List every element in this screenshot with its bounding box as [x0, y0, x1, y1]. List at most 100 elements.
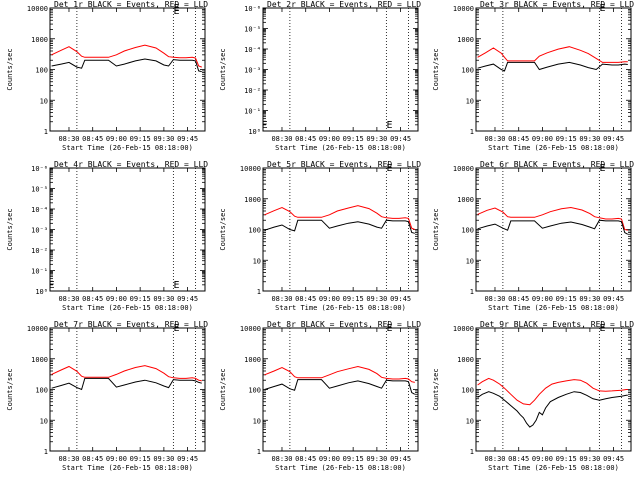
series-line-events — [264, 219, 415, 234]
x-tick-label: 08:30 — [484, 455, 505, 463]
x-tick-label: 08:30 — [58, 455, 79, 463]
y-axis-label: Counts/sec — [219, 48, 227, 90]
plot-frame — [262, 7, 419, 132]
e-marker-label: E — [262, 120, 268, 131]
y-axis-label: Counts/sec — [219, 208, 227, 250]
chart-title: Det 4r BLACK = Events, RED = LLD — [54, 160, 208, 169]
x-tick-label: 09:30 — [153, 455, 174, 463]
y-tick-label: 10000 — [27, 325, 48, 333]
y-tick-label: 10000 — [240, 325, 261, 333]
x-tick-label: 09:00 — [106, 135, 127, 143]
x-tick-label: 09:15 — [343, 455, 364, 463]
x-axis-label: Start Time (26-Feb-15 08:18:00) — [62, 464, 193, 472]
y-tick-label: 1 — [470, 128, 474, 136]
chart-panel-7: Det 7r BLACK = Events, RED = LLD 1 10 100 10… — [6, 320, 208, 472]
e-marker-label: E — [387, 163, 393, 174]
series-line-events — [477, 219, 629, 235]
y-tick-label: 10⁻¹ — [244, 108, 261, 116]
x-axis-label: Start Time (26-Feb-15 08:18:00) — [62, 304, 193, 312]
y-tick-label: 1 — [257, 448, 261, 456]
y-axis-label: Counts/sec — [6, 368, 14, 410]
x-axis-label: Start Time (26-Feb-15 08:18:00) — [488, 464, 619, 472]
chart-panel-3: Det 3r BLACK = Events, RED = LLD 1 10 100 10… — [432, 0, 634, 152]
x-tick-label: 08:45 — [295, 295, 316, 303]
x-tick-label: 09:45 — [390, 455, 411, 463]
chart-title: Det 7r BLACK = Events, RED = LLD — [54, 320, 208, 329]
x-tick-label: 08:45 — [508, 455, 529, 463]
x-tick-label: 09:00 — [106, 295, 127, 303]
y-tick-label: 10 — [466, 97, 474, 105]
plot-frame — [475, 167, 632, 292]
x-tick-label: 09:30 — [579, 295, 600, 303]
x-tick-label: 09:30 — [366, 455, 387, 463]
x-tick-label: 08:45 — [82, 295, 103, 303]
plot-frame — [49, 7, 206, 132]
series-line-lld — [51, 44, 202, 68]
x-tick-label: 09:30 — [153, 135, 174, 143]
y-tick-label: 1 — [257, 288, 261, 296]
chart-panel-5: Det 5r BLACK = Events, RED = LLD 1 10 100 10… — [219, 160, 421, 312]
x-tick-label: 08:30 — [484, 295, 505, 303]
x-tick-label: 09:15 — [343, 295, 364, 303]
y-tick-label: 1 — [470, 448, 474, 456]
x-tick-label: 08:30 — [58, 295, 79, 303]
x-tick-label: 09:00 — [532, 135, 553, 143]
x-tick-label: 09:30 — [366, 295, 387, 303]
y-tick-label: 10⁻⁵ — [244, 26, 261, 34]
plot-frame — [262, 327, 419, 452]
x-tick-label: 09:45 — [177, 455, 198, 463]
chart-title: Det 9r BLACK = Events, RED = LLD — [480, 320, 634, 329]
y-axis-label: Counts/sec — [432, 208, 440, 250]
e-marker-label: E — [174, 3, 180, 14]
x-tick-label: 09:30 — [153, 295, 174, 303]
series-line-lld — [264, 365, 415, 383]
chart-panel-8: Det 8r BLACK = Events, RED = LLD 1 10 100 10… — [219, 320, 421, 472]
x-tick-label: 09:00 — [532, 295, 553, 303]
chart-title: Det 6r BLACK = Events, RED = LLD — [480, 160, 634, 169]
x-tick-label: 09:15 — [130, 135, 151, 143]
y-tick-label: 10⁻² — [31, 247, 48, 255]
y-tick-label: 10⁻⁵ — [31, 186, 48, 194]
y-axis-label: Counts/sec — [219, 368, 227, 410]
chart-panel-2: Det 2r BLACK = Events, RED = LLD 10⁰ 10⁻¹ 1… — [219, 0, 421, 152]
x-axis-label: Start Time (26-Feb-15 08:18:00) — [488, 144, 619, 152]
y-tick-label: 100 — [35, 387, 48, 395]
y-tick-label: 10 — [466, 257, 474, 265]
x-tick-label: 09:45 — [603, 135, 624, 143]
x-tick-label: 08:30 — [271, 295, 292, 303]
chart-panel-1: Det 1r BLACK = Events, RED = LLD 1 10 100 10… — [6, 0, 208, 152]
y-tick-label: 10 — [466, 417, 474, 425]
chart-title: Det 1r BLACK = Events, RED = LLD — [54, 0, 208, 9]
x-tick-label: 08:45 — [82, 455, 103, 463]
x-tick-label: 09:45 — [390, 295, 411, 303]
x-tick-label: 09:15 — [556, 455, 577, 463]
x-tick-label: 09:00 — [319, 135, 340, 143]
x-axis-label: Start Time (26-Feb-15 08:18:00) — [62, 144, 193, 152]
e-marker-label: E — [174, 280, 180, 291]
x-tick-label: 09:30 — [579, 135, 600, 143]
y-tick-label: 10⁻⁴ — [31, 206, 48, 214]
y-tick-label: 10⁻⁴ — [244, 46, 261, 54]
chart-panel-9: Det 9r BLACK = Events, RED = LLD 1 10 100 10… — [432, 320, 634, 472]
y-tick-label: 10⁻¹ — [31, 268, 48, 276]
chart-title: Det 2r BLACK = Events, RED = LLD — [267, 0, 421, 9]
x-tick-label: 09:30 — [366, 135, 387, 143]
x-tick-label: 08:30 — [271, 455, 292, 463]
y-tick-label: 10000 — [240, 165, 261, 173]
e-marker-label: E — [49, 280, 55, 291]
e-marker-label: E — [600, 163, 606, 174]
x-tick-label: 09:00 — [319, 295, 340, 303]
y-tick-label: 10000 — [453, 5, 474, 13]
y-tick-label: 1000 — [457, 36, 474, 44]
x-tick-label: 08:30 — [271, 135, 292, 143]
x-axis-label: Start Time (26-Feb-15 08:18:00) — [488, 304, 619, 312]
x-axis-label: Start Time (26-Feb-15 08:18:00) — [275, 144, 406, 152]
x-tick-label: 09:45 — [603, 295, 624, 303]
e-marker-label: E — [600, 323, 606, 334]
y-tick-label: 10 — [253, 417, 261, 425]
y-tick-label: 10 — [253, 257, 261, 265]
y-tick-label: 100 — [248, 387, 261, 395]
e-marker-label: E — [174, 6, 180, 17]
y-tick-label: 10⁻⁶ — [244, 5, 261, 13]
x-tick-label: 09:00 — [532, 455, 553, 463]
